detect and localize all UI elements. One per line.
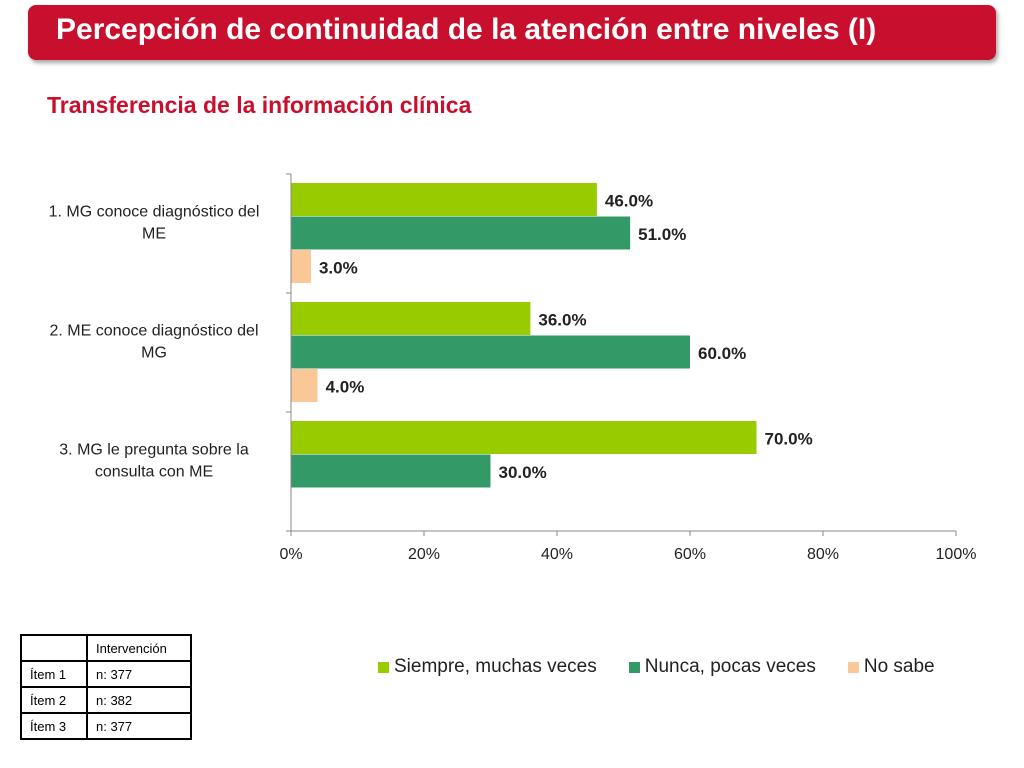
category-label: 1. MG conoce diagnóstico del ME [49, 204, 260, 243]
x-tick-label: 100% [936, 546, 977, 563]
x-tick-label: 40% [541, 546, 573, 563]
x-tick-label: 60% [674, 546, 706, 563]
bar [291, 335, 690, 369]
bar [291, 302, 531, 335]
value-label: 4.0% [326, 378, 365, 397]
x-tick-label: 80% [807, 546, 839, 563]
chart-subtitle: Transferencia de la información clínica [47, 92, 472, 118]
table-row: Ítem 3 n: 377 [20, 712, 192, 740]
value-label: 46.0% [605, 192, 653, 211]
sample-size-table: Intervención Ítem 1 n: 377 Ítem 2 n: 382… [20, 634, 192, 740]
legend: Siempre, muchas veces Nunca, pocas veces… [378, 656, 967, 678]
value-labels: 46.0% 51.0% 3.0% 36.0% 60.0% 4.0% 70.0% 30.0% [319, 192, 813, 483]
table-header-row: Intervención [20, 634, 192, 662]
table-row: Ítem 2 n: 382 [20, 686, 192, 714]
legend-swatch [628, 661, 640, 673]
table-cell: Ítem 1 [20, 660, 88, 688]
table-cell: n: 382 [86, 686, 192, 714]
legend-item: No sabe [847, 656, 935, 678]
value-label: 51.0% [638, 225, 686, 244]
category-label-line: 1. MG conoce diagnóstico del [49, 204, 260, 221]
bar [291, 183, 597, 216]
category-labels: 1. MG conoce diagnóstico del ME 2. ME cono… [49, 204, 260, 481]
bar [291, 454, 491, 488]
bars [291, 183, 757, 488]
legend-label: No sabe [863, 656, 935, 677]
table-cell: Ítem 3 [20, 712, 88, 740]
table-cell: Ítem 2 [20, 686, 88, 714]
value-label: 3.0% [319, 259, 358, 278]
table-row: Ítem 1 n: 377 [20, 660, 192, 688]
bar [291, 250, 311, 283]
value-label: 36.0% [538, 311, 586, 330]
bar [291, 421, 757, 454]
category-label-line: MG [141, 345, 167, 362]
value-label: 70.0% [765, 430, 813, 449]
value-label: 60.0% [698, 344, 746, 363]
legend-swatch [847, 661, 859, 673]
table-cell: n: 377 [86, 712, 192, 740]
legend-item: Siempre, muchas veces [378, 656, 597, 678]
legend-label: Nunca, pocas veces [644, 656, 816, 677]
legend-swatch [378, 661, 389, 673]
category-label-line: 3. MG le pregunta sobre la [59, 442, 249, 459]
legend-label: Siempre, muchas veces [394, 656, 597, 677]
category-label-line: ME [142, 226, 166, 243]
page-title: Percepción de continuidad de la atención… [56, 13, 877, 46]
x-tick-label: 20% [408, 546, 440, 563]
table-cell [20, 634, 88, 662]
bar [291, 216, 631, 250]
table-cell: n: 377 [86, 660, 192, 688]
legend-item: Nunca, pocas veces [628, 656, 816, 678]
category-label: 3. MG le pregunta sobre la consulta con M… [59, 442, 249, 481]
category-label-line: consulta con ME [95, 464, 213, 481]
value-label: 30.0% [499, 463, 547, 482]
x-tick-label: 0% [279, 546, 302, 563]
category-label: 2. ME conoce diagnóstico del MG [49, 323, 258, 362]
table-cell: Intervención [86, 634, 192, 662]
category-label-line: 2. ME conoce diagnóstico del [49, 323, 258, 340]
title-bar: Percepción de continuidad de la atención… [28, 5, 996, 60]
axes: 0% 20% 40% 60% 80% 100% [279, 173, 977, 563]
bar [291, 369, 318, 402]
